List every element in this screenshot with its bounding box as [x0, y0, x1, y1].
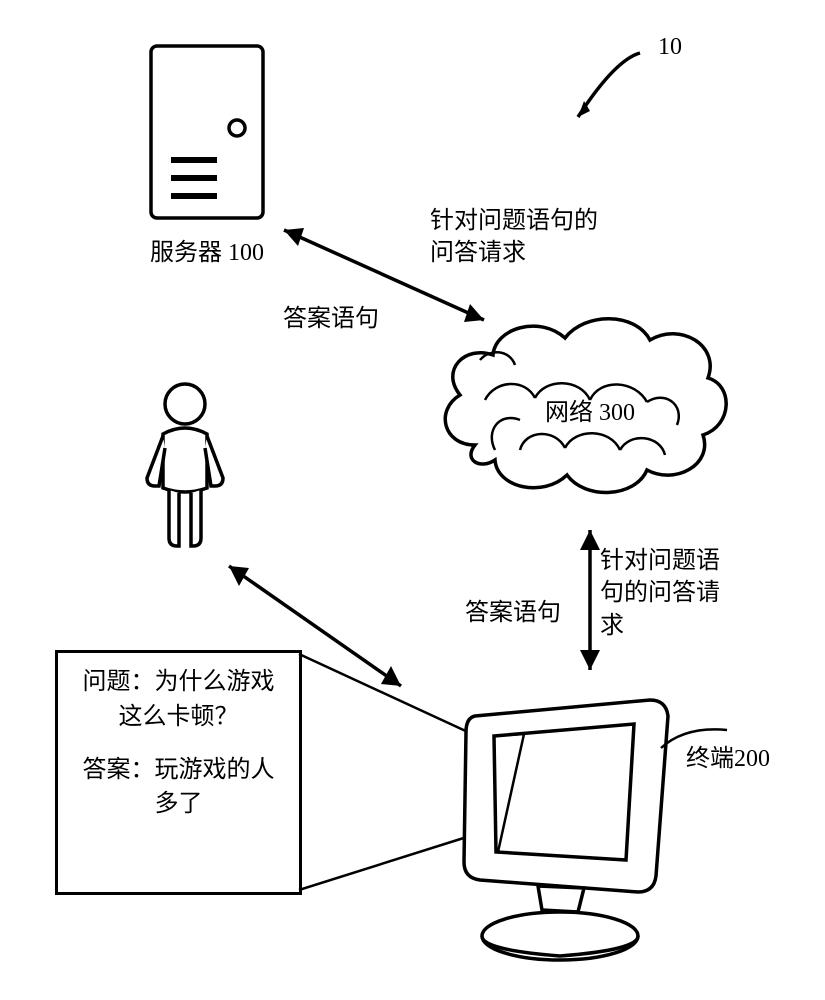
system-ref-arrow [560, 45, 650, 135]
diagram-canvas: 10 服务器 100 针对问题语句的 问答请求 答案语句 网络 300 [0, 0, 825, 1000]
server-label: 服务器 100 [150, 232, 264, 267]
arrow-sc-down-label: 答案语句 [283, 298, 379, 333]
qa-answer-text: 玩游戏的人 多了 [155, 757, 275, 818]
qa-answer-label: 答案： [83, 757, 155, 783]
system-ref-label: 10 [658, 34, 682, 61]
terminal-label: 终端200 [686, 738, 770, 773]
arrow-ct-up-label: 针对问题语 句的问答请 求 [600, 545, 720, 642]
person-icon [135, 378, 235, 553]
qa-question-label: 问题： [83, 669, 155, 695]
qa-textbox: 问题：为什么游戏 这么卡顿？ 答案：玩游戏的人 多了 [55, 650, 302, 895]
arrow-sc-up-label: 针对问题语句的 问答请求 [430, 205, 598, 270]
arrow-ct-down-label: 答案语句 [465, 592, 561, 627]
terminal-icon [420, 680, 690, 970]
network-label: 网络 300 [545, 392, 635, 427]
qa-question: 问题：为什么游戏 这么卡顿？ [66, 665, 291, 735]
qa-answer: 答案：玩游戏的人 多了 [66, 753, 291, 823]
